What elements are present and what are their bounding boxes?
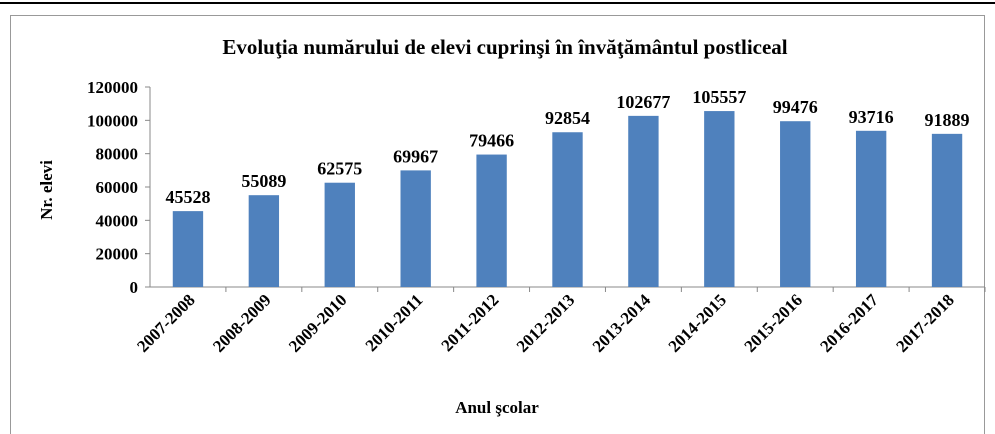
chart-frame: [10, 15, 985, 434]
x-tick-label: 2014-2015: [665, 290, 731, 356]
x-tick-label: 2007-2008: [133, 290, 199, 356]
x-tick-label: 2015-2016: [741, 290, 807, 356]
data-label: 79466: [469, 131, 514, 151]
y-tick-label: 60000: [96, 178, 139, 197]
x-tick-label: 2009-2010: [285, 290, 351, 356]
y-axis-label: Nr. elevi: [37, 160, 56, 220]
bar: [476, 154, 507, 287]
bar: [855, 130, 887, 287]
data-label: 62575: [317, 159, 362, 179]
y-tick-label: 20000: [96, 245, 139, 264]
x-tick-label: 2011-2012: [438, 290, 503, 355]
data-label: 99476: [773, 97, 818, 117]
data-label: 69967: [393, 146, 438, 166]
data-label: 102677: [616, 92, 670, 112]
chart-title: Evoluţia numărului de elevi cuprinşi în …: [222, 35, 787, 59]
x-tick-label: 2012-2013: [513, 290, 579, 356]
x-tick-label: 2008-2009: [209, 290, 275, 356]
data-label: 91889: [925, 110, 970, 130]
x-tick-label: 2010-2011: [362, 290, 427, 355]
bar: [704, 111, 735, 288]
x-tick-label: 2017-2018: [892, 290, 958, 356]
bar: [552, 132, 583, 287]
data-label: 45528: [165, 187, 210, 207]
bar: [628, 115, 659, 287]
data-label: 55089: [241, 171, 286, 191]
x-tick-label: 2013-2014: [589, 290, 655, 356]
data-label: 105557: [692, 87, 746, 107]
bar: [324, 182, 355, 287]
bar: [400, 170, 431, 287]
y-tick-label: 120000: [87, 78, 138, 97]
bar: [172, 211, 204, 287]
bar: [248, 195, 280, 287]
y-tick-label: 40000: [96, 211, 139, 230]
data-label: 93716: [849, 107, 894, 127]
bar: [931, 133, 963, 287]
x-tick-label: 2016-2017: [816, 290, 882, 356]
data-label: 92854: [545, 108, 590, 128]
x-axis-label: Anul şcolar: [455, 398, 539, 417]
y-tick-label: 0: [130, 278, 139, 297]
y-tick-label: 80000: [96, 145, 139, 164]
bar: [780, 121, 811, 287]
y-tick-label: 100000: [87, 111, 138, 130]
